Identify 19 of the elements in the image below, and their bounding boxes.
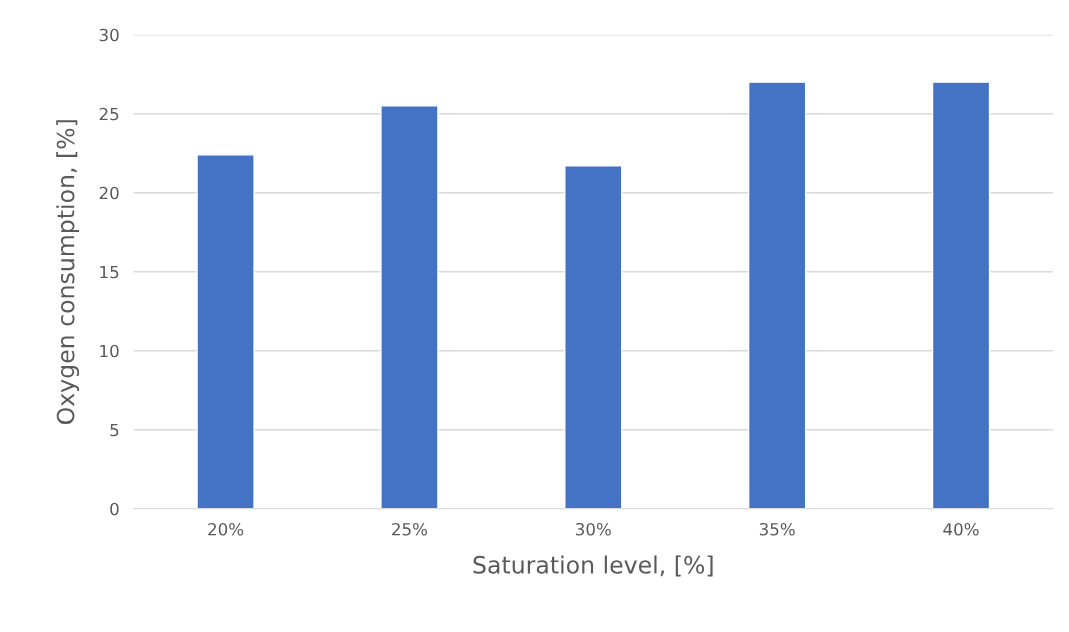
- y-tick-label: 5: [110, 423, 119, 437]
- y-tick-label: 20: [99, 186, 119, 200]
- x-tick-label: 35%: [759, 522, 795, 536]
- y-tick-label: 15: [100, 265, 119, 279]
- bar: [931, 81, 991, 509]
- x-tick-label: 20%: [208, 522, 244, 536]
- y-tick-label: 25: [99, 107, 119, 121]
- bar: [564, 165, 623, 509]
- y-axis-title: Oxygen consumption, [%]: [56, 120, 80, 425]
- y-tick-label: 10: [100, 344, 119, 358]
- x-tick-label: 40%: [943, 522, 979, 536]
- x-axis-title: Saturation level, [%]: [473, 555, 713, 577]
- y-tick-label: 30: [99, 28, 119, 42]
- x-tick-label: 30%: [576, 522, 611, 536]
- bar: [380, 105, 439, 509]
- bar: [196, 154, 255, 509]
- y-tick-label: 0: [110, 502, 119, 516]
- x-tick-label: 25%: [392, 522, 428, 536]
- bar: [747, 81, 807, 509]
